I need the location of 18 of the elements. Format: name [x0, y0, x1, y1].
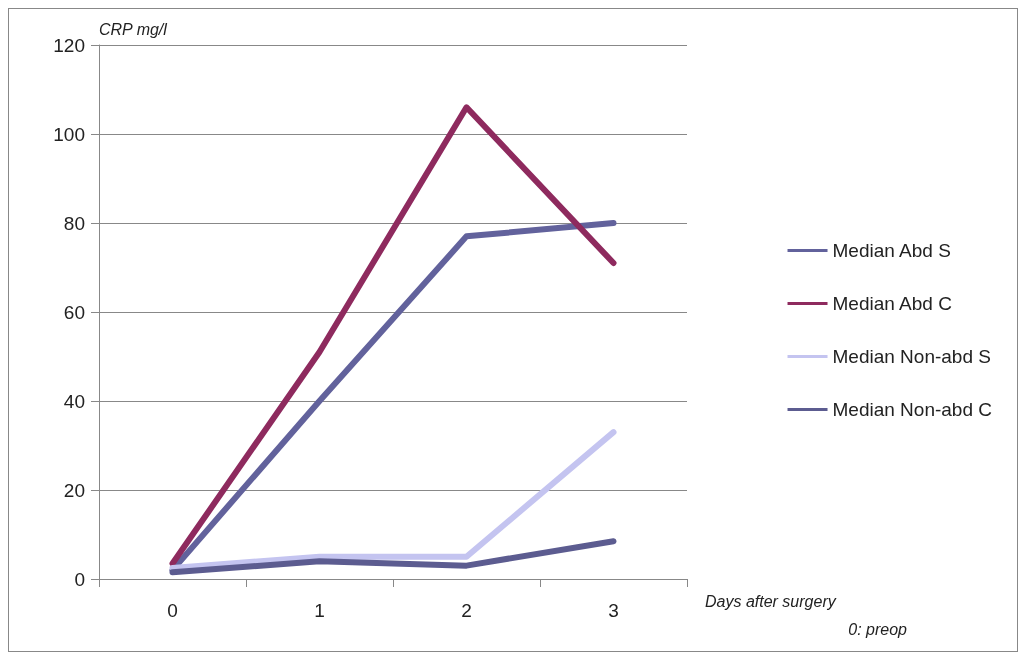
legend-label: Median Non-abd C — [832, 399, 993, 420]
x-tick-label: 2 — [461, 600, 472, 621]
text: 0: preop — [848, 620, 908, 638]
x-axis-title: Days after surgery — [705, 592, 837, 610]
y-axis-title: CRP mg/l — [99, 20, 168, 38]
y-tick-label: 60 — [63, 301, 85, 323]
x-tick-label: 3 — [608, 600, 619, 621]
legend-label: Median Abd S — [832, 240, 951, 261]
x-tick-label: 1 — [314, 600, 325, 621]
y-tick-label: 20 — [63, 479, 85, 501]
legend-label: Median Non-abd S — [832, 346, 991, 367]
y-tick-label: 100 — [53, 123, 85, 145]
legend-label: Median Abd C — [832, 293, 952, 314]
y-tick-label: 80 — [63, 212, 85, 234]
y-tick-label: 0 — [74, 568, 85, 590]
y-tick-label: 120 — [53, 34, 85, 56]
x-tick-label: 0 — [167, 600, 178, 621]
y-tick-label: 40 — [63, 390, 85, 412]
